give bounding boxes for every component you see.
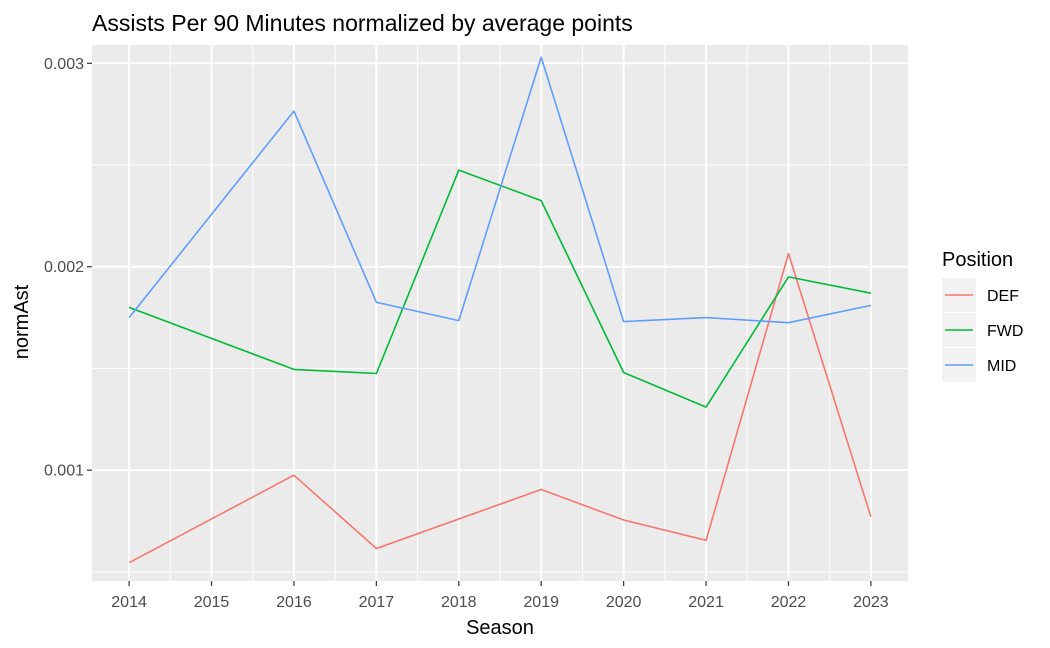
x-tick-label: 2016: [276, 594, 312, 611]
x-tick-label: 2015: [194, 594, 230, 611]
y-tick-label: 0.002: [44, 259, 84, 276]
legend-label: FWD: [987, 323, 1023, 340]
legend: Position DEF FWD MID: [942, 249, 1023, 382]
major-gridlines: [92, 45, 908, 581]
chart-title: Assists Per 90 Minutes normalized by ave…: [92, 10, 633, 36]
legend-item-mid: MID: [942, 348, 1016, 382]
x-axis-ticks: 2014 2015 2016 2017 2018 2019 2020 2021 2022 2023: [111, 581, 889, 611]
x-tick-label: 2018: [441, 594, 477, 611]
x-tick-label: 2023: [853, 594, 889, 611]
x-tick-label: 2022: [771, 594, 807, 611]
legend-item-def: DEF: [942, 278, 1019, 312]
x-axis-title: Season: [466, 617, 534, 639]
legend-label: DEF: [987, 288, 1019, 305]
series-line-mid: [128, 56, 872, 324]
series-line-def: [128, 252, 872, 564]
x-tick-label: 2020: [606, 594, 642, 611]
y-tick-label: 0.003: [44, 56, 84, 73]
series-lines: [128, 56, 872, 564]
x-tick-label: 2014: [111, 594, 147, 611]
y-axis-title: normAst: [11, 284, 33, 359]
legend-item-fwd: FWD: [942, 313, 1023, 347]
x-tick-label: 2021: [688, 594, 724, 611]
y-axis-ticks: 0.001 0.002 0.003: [44, 56, 92, 480]
legend-title: Position: [942, 249, 1013, 271]
minor-gridlines: [92, 45, 908, 581]
legend-label: MID: [987, 358, 1016, 375]
x-tick-label: 2017: [359, 594, 395, 611]
x-tick-label: 2019: [523, 594, 559, 611]
y-tick-label: 0.001: [44, 463, 84, 480]
